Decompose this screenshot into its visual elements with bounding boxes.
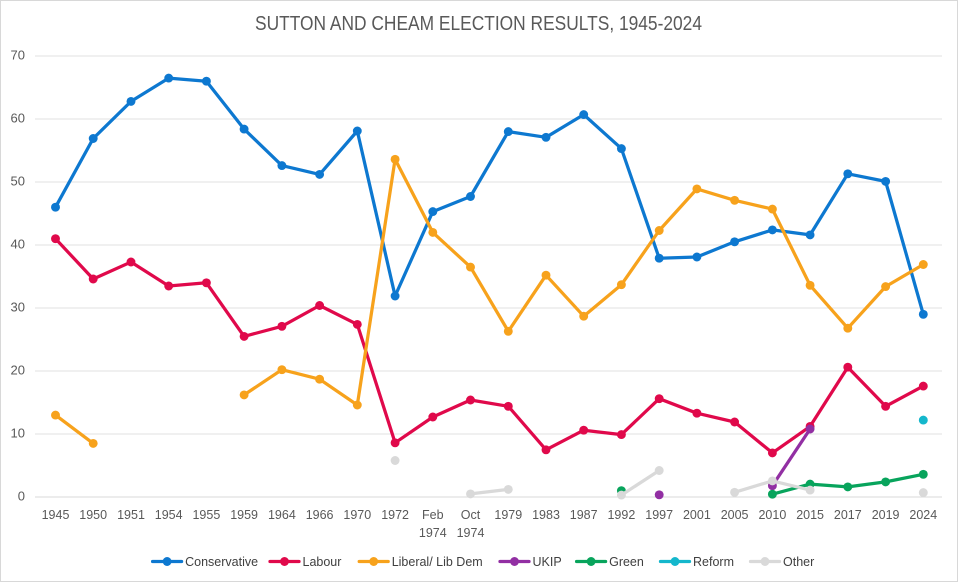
svg-text:Oct: Oct: [461, 508, 481, 522]
svg-text:1992: 1992: [607, 508, 635, 522]
svg-text:UKIP: UKIP: [533, 555, 562, 569]
svg-text:40: 40: [11, 237, 25, 252]
svg-text:0: 0: [18, 489, 25, 504]
svg-text:1987: 1987: [570, 508, 598, 522]
svg-text:SUTTON AND CHEAM ELECTION RESU: SUTTON AND CHEAM ELECTION RESULTS, 1945-…: [255, 12, 702, 35]
svg-text:2019: 2019: [872, 508, 900, 522]
svg-text:Reform: Reform: [693, 555, 734, 569]
svg-text:50: 50: [11, 174, 25, 189]
svg-text:Conservative: Conservative: [185, 555, 258, 569]
svg-text:1979: 1979: [494, 508, 522, 522]
svg-text:1959: 1959: [230, 508, 258, 522]
svg-text:1983: 1983: [532, 508, 560, 522]
svg-text:2005: 2005: [721, 508, 749, 522]
svg-text:Green: Green: [609, 555, 644, 569]
svg-text:60: 60: [11, 111, 25, 126]
svg-text:2010: 2010: [758, 508, 786, 522]
svg-text:1997: 1997: [645, 508, 673, 522]
svg-text:2017: 2017: [834, 508, 862, 522]
svg-text:Labour: Labour: [303, 555, 342, 569]
svg-text:20: 20: [11, 363, 25, 378]
svg-text:1972: 1972: [381, 508, 409, 522]
svg-text:1964: 1964: [268, 508, 296, 522]
svg-text:2024: 2024: [909, 508, 937, 522]
svg-text:Other: Other: [783, 555, 814, 569]
svg-text:Liberal/ Lib Dem: Liberal/ Lib Dem: [392, 555, 483, 569]
svg-text:1950: 1950: [79, 508, 107, 522]
svg-text:10: 10: [11, 426, 25, 441]
svg-text:1955: 1955: [192, 508, 220, 522]
svg-text:1951: 1951: [117, 508, 145, 522]
svg-text:1974: 1974: [457, 526, 485, 540]
svg-text:1945: 1945: [42, 508, 70, 522]
svg-text:1970: 1970: [343, 508, 371, 522]
svg-text:2015: 2015: [796, 508, 824, 522]
svg-text:30: 30: [11, 300, 25, 315]
svg-text:2001: 2001: [683, 508, 711, 522]
svg-text:1974: 1974: [419, 526, 447, 540]
svg-text:1954: 1954: [155, 508, 183, 522]
svg-text:1966: 1966: [306, 508, 334, 522]
svg-text:Feb: Feb: [422, 508, 444, 522]
svg-text:70: 70: [11, 48, 25, 63]
